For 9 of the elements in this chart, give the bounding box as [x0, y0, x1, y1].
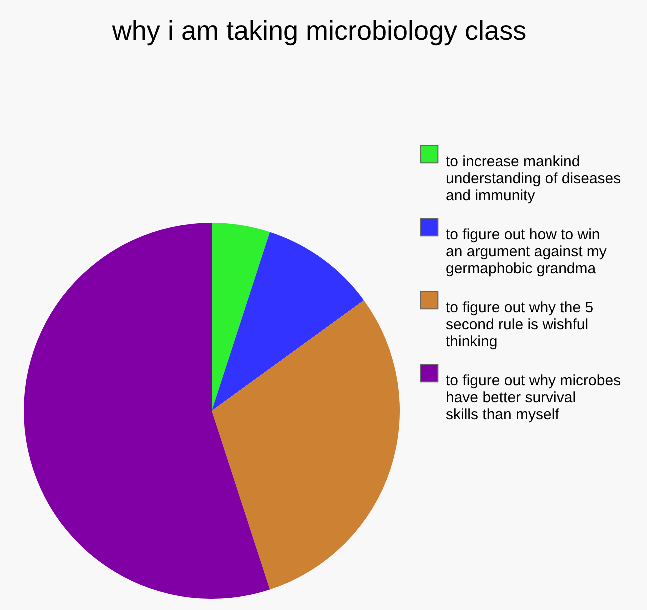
legend-label: to figure out how to win an argument against my germaphobic grandma	[446, 226, 608, 278]
chart-title: why i am taking microbiology class	[111, 16, 527, 46]
pie-slice	[212, 300, 400, 590]
pie-slice	[212, 232, 364, 411]
legend-label: to figure out why the 5 second rule is wishful thinking	[446, 300, 594, 350]
pie-slice	[212, 223, 270, 411]
legend-label: to figure out why microbes have better survival skills than myself	[446, 372, 622, 424]
pie-slice	[24, 223, 270, 599]
legend-label: to increase mankind understanding of diseases and immunity	[446, 154, 622, 204]
